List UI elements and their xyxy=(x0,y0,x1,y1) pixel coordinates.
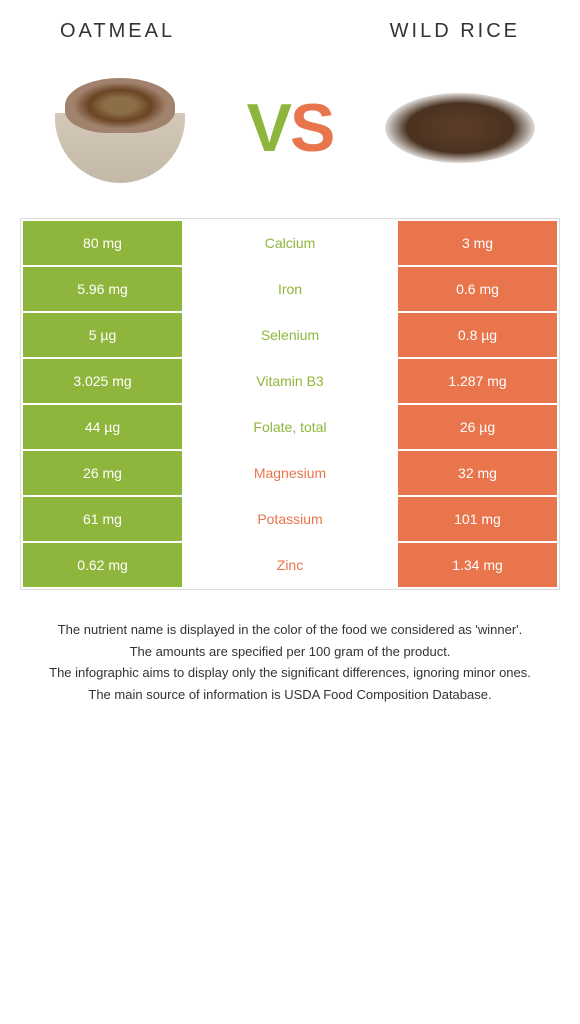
vs-v: V xyxy=(247,90,290,166)
oatmeal-value: 5 µg xyxy=(23,313,182,357)
wildrice-value: 1.34 mg xyxy=(398,543,557,587)
left-food-title: OATMEAL xyxy=(60,20,175,43)
vs-row: VS xyxy=(20,68,560,188)
oatmeal-value: 80 mg xyxy=(23,221,182,265)
nutrient-name: Selenium xyxy=(184,313,396,357)
wild-rice-image xyxy=(385,68,535,188)
footer-line: The infographic aims to display only the… xyxy=(30,663,550,683)
footer-line: The amounts are specified per 100 gram o… xyxy=(30,642,550,662)
wildrice-value: 1.287 mg xyxy=(398,359,557,403)
nutrient-name: Magnesium xyxy=(184,451,396,495)
oatmeal-value: 26 mg xyxy=(23,451,182,495)
wildrice-value: 101 mg xyxy=(398,497,557,541)
nutrient-name: Calcium xyxy=(184,221,396,265)
header: OATMEAL WILD RICE xyxy=(20,20,560,43)
vs-s: S xyxy=(290,90,333,166)
right-food-title: WILD RICE xyxy=(390,20,520,43)
nutrient-name: Iron xyxy=(184,267,396,311)
oatmeal-value: 5.96 mg xyxy=(23,267,182,311)
oatmeal-value: 61 mg xyxy=(23,497,182,541)
wildrice-value: 3 mg xyxy=(398,221,557,265)
table-row: 26 mgMagnesium32 mg xyxy=(23,451,557,495)
table-row: 3.025 mgVitamin B31.287 mg xyxy=(23,359,557,403)
table-row: 5 µgSelenium0.8 µg xyxy=(23,313,557,357)
oatmeal-image xyxy=(45,68,195,188)
footer-notes: The nutrient name is displayed in the co… xyxy=(20,620,560,704)
table-row: 61 mgPotassium101 mg xyxy=(23,497,557,541)
nutrient-name: Zinc xyxy=(184,543,396,587)
nutrient-name: Potassium xyxy=(184,497,396,541)
table-row: 0.62 mgZinc1.34 mg xyxy=(23,543,557,587)
wildrice-value: 32 mg xyxy=(398,451,557,495)
table-row: 80 mgCalcium3 mg xyxy=(23,221,557,265)
wildrice-value: 0.8 µg xyxy=(398,313,557,357)
vs-label: VS xyxy=(247,89,334,167)
table-row: 5.96 mgIron0.6 mg xyxy=(23,267,557,311)
oatmeal-bowl-icon xyxy=(55,113,185,183)
wildrice-value: 26 µg xyxy=(398,405,557,449)
oatmeal-value: 0.62 mg xyxy=(23,543,182,587)
oatmeal-value: 3.025 mg xyxy=(23,359,182,403)
table-row: 44 µgFolate, total26 µg xyxy=(23,405,557,449)
oatmeal-value: 44 µg xyxy=(23,405,182,449)
comparison-table: 80 mgCalcium3 mg5.96 mgIron0.6 mg5 µgSel… xyxy=(20,218,560,590)
footer-line: The main source of information is USDA F… xyxy=(30,685,550,705)
nutrient-name: Vitamin B3 xyxy=(184,359,396,403)
nutrient-name: Folate, total xyxy=(184,405,396,449)
footer-line: The nutrient name is displayed in the co… xyxy=(30,620,550,640)
wild-rice-pile-icon xyxy=(385,93,535,163)
wildrice-value: 0.6 mg xyxy=(398,267,557,311)
